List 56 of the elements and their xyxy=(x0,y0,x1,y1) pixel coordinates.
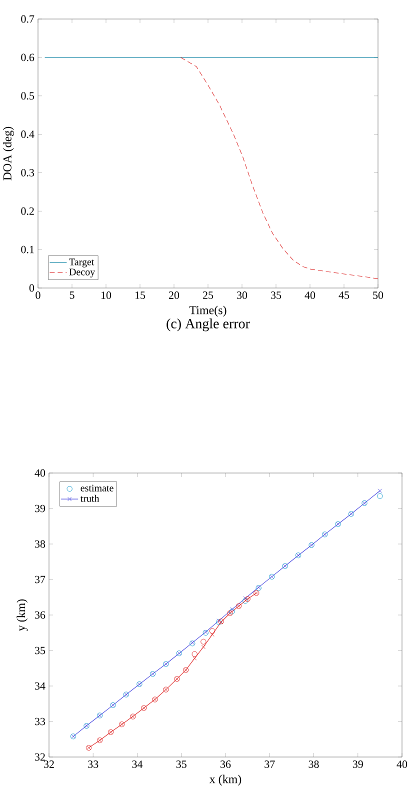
y-axis-title: DOA (deg) xyxy=(2,126,14,180)
y-tick-label: 0 xyxy=(29,284,34,292)
point xyxy=(378,488,382,493)
x-tick-label: 35 xyxy=(176,760,186,768)
x-tick-label: 36 xyxy=(220,760,231,768)
x-tick-label: 10 xyxy=(101,292,112,299)
x-tick-label: 25 xyxy=(202,292,214,299)
point xyxy=(192,651,198,657)
x-tick-label: 20 xyxy=(168,292,180,299)
point xyxy=(192,656,197,660)
x-axis-title: Time(s) xyxy=(189,306,226,317)
x-axis-title: x (km) xyxy=(209,774,242,786)
x-tick-label: 33 xyxy=(88,760,98,768)
x-tick-label: 39 xyxy=(352,760,363,768)
y-tick-label: 34 xyxy=(35,682,46,690)
point xyxy=(230,607,234,612)
legend-label: Target xyxy=(69,258,94,268)
x-tick-label: 34 xyxy=(132,760,143,768)
y-tick-label: 40 xyxy=(34,469,46,477)
x-tick-label: 37 xyxy=(264,760,275,768)
text: (c) Angle error xyxy=(166,318,250,332)
y-axis-title: y (km) xyxy=(16,599,28,632)
y-tick-label: 0.2 xyxy=(21,207,34,215)
y-tick-label: 38 xyxy=(35,540,46,548)
y-tick-label: 0.6 xyxy=(21,54,34,62)
y-tick-label: 0.7 xyxy=(21,15,34,23)
y-tick-label: 36 xyxy=(35,611,46,619)
y-tick-label: 0.4 xyxy=(21,130,34,138)
y-tick-label: 0.3 xyxy=(21,168,34,176)
x-tick-label: 38 xyxy=(308,760,319,768)
x-tick-label: 32 xyxy=(44,760,54,768)
point xyxy=(243,596,248,600)
y-tick-label: 0.5 xyxy=(21,92,34,100)
point xyxy=(200,638,206,644)
x-tick-label: 50 xyxy=(373,292,384,299)
legend-label: Decoy xyxy=(69,268,96,278)
point xyxy=(209,628,216,634)
point xyxy=(210,632,214,637)
y-tick-label: 33 xyxy=(35,718,46,726)
x-tick-label: 40 xyxy=(304,292,316,299)
point xyxy=(377,493,383,499)
legend-label: truth xyxy=(80,494,100,502)
y-tick-label: 32 xyxy=(35,753,45,761)
x-tick-label: 15 xyxy=(135,292,146,299)
legend-label: estimate xyxy=(80,484,114,492)
y-tick-label: 35 xyxy=(35,646,46,654)
x-tick-label: 35 xyxy=(271,292,282,299)
point xyxy=(201,644,206,650)
y-tick-label: 37 xyxy=(35,576,46,584)
x-tick-label: 40 xyxy=(396,760,408,768)
y-tick-label: 0.1 xyxy=(21,246,34,254)
y-tick-label: 39 xyxy=(35,504,46,512)
x-tick-label: 30 xyxy=(237,292,248,299)
x-tick-label: 5 xyxy=(70,292,74,299)
line-series xyxy=(180,57,378,280)
x-tick-label: 45 xyxy=(338,292,350,299)
